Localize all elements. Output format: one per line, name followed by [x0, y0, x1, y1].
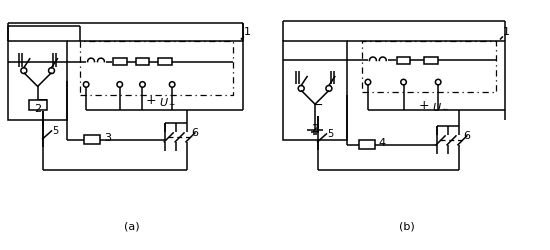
Text: −: −: [37, 94, 48, 107]
Bar: [397, 57, 410, 64]
Bar: [424, 57, 438, 64]
Text: $U_{\sim}$: $U_{\sim}$: [160, 97, 177, 107]
Text: 6: 6: [463, 131, 470, 141]
Text: $U_{\sim}$: $U_{\sim}$: [432, 102, 449, 112]
Text: (a): (a): [124, 222, 139, 232]
Text: 2: 2: [311, 124, 318, 134]
Text: 5: 5: [327, 129, 334, 139]
Text: (b): (b): [399, 222, 414, 232]
Bar: [113, 58, 127, 65]
Bar: [84, 136, 100, 144]
Bar: [283, 41, 347, 140]
Bar: [135, 58, 150, 65]
Text: 6: 6: [191, 128, 198, 138]
Bar: [29, 100, 47, 110]
Text: 1: 1: [503, 27, 509, 37]
Text: 4: 4: [379, 138, 386, 148]
Text: +: +: [146, 94, 157, 107]
Text: 1: 1: [243, 27, 250, 37]
Bar: [359, 140, 375, 149]
Text: 2: 2: [34, 104, 41, 114]
Bar: [158, 58, 172, 65]
Bar: [8, 41, 67, 120]
Text: 5: 5: [52, 126, 59, 136]
Text: +: +: [419, 99, 430, 112]
Bar: [80, 41, 233, 95]
Text: −: −: [312, 99, 323, 112]
Bar: [362, 41, 496, 92]
Text: 3: 3: [104, 133, 111, 143]
